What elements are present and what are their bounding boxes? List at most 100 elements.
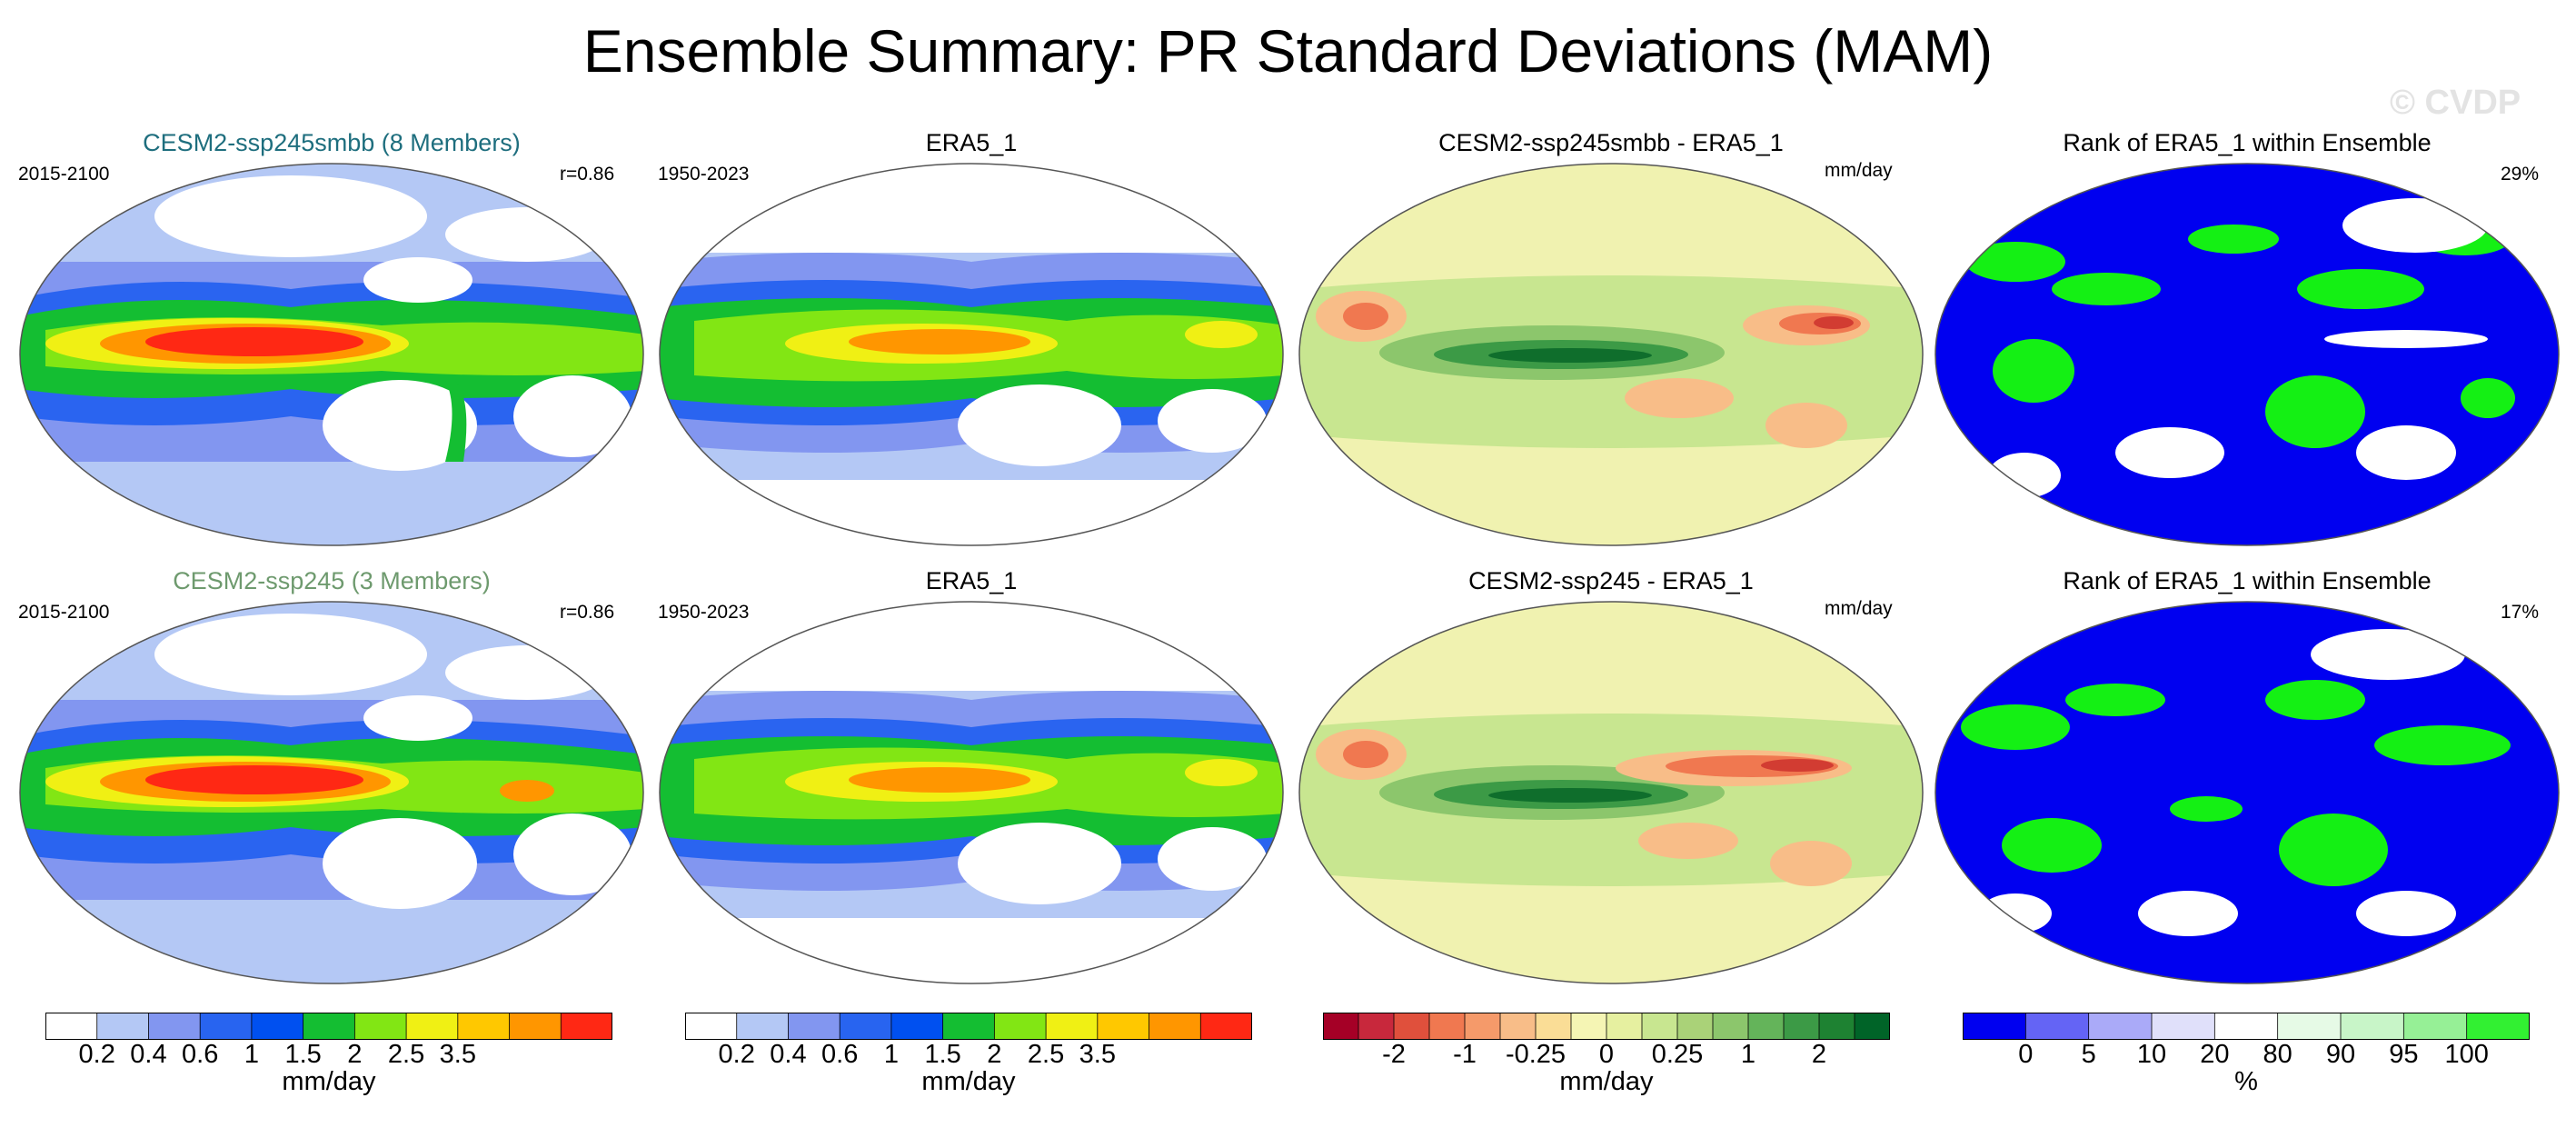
colorbar-swatch [561,1013,612,1040]
colorbar-tick-label: 1 [883,1040,899,1069]
colorbar-tick-label: 1 [244,1040,259,1069]
colorbar-swatch [1323,1013,1359,1040]
pr-colorbar-units: mm/day [282,1067,376,1096]
colorbar-swatch [200,1013,253,1040]
colorbar-swatch [2025,1013,2090,1040]
colorbar-tick-label: -2 [1382,1040,1406,1069]
colorbar-tick-label: 20 [2200,1040,2230,1069]
colorbar-swatch [1046,1013,1099,1040]
colorbar-swatch [1642,1013,1678,1040]
diff-panel-title: CESM2-ssp245smbb - ERA5_1 [1438,129,1784,156]
rank-colorbar-swatches [1963,1013,2530,1040]
colorbar-swatch [406,1013,459,1040]
colorbar-swatch [736,1013,789,1040]
model-panel-title: CESM2-ssp245smbb (8 Members) [143,129,521,156]
colorbar-tick-label: 0.6 [182,1040,219,1069]
rank-panel-title: Rank of ERA5_1 within Ensemble [2063,129,2432,156]
colorbar-swatch [788,1013,840,1040]
obs-period: 1950-2023 [658,164,750,185]
colorbar-swatch [148,1013,201,1040]
colorbar-swatch [1819,1013,1855,1040]
colorbar-tick-label: 2 [987,1040,1002,1069]
rank-percent: 17% [2501,602,2540,623]
colorbar-swatch [1358,1013,1395,1040]
obs-pr-map [659,601,1284,984]
colorbar-swatch [2277,1013,2342,1040]
diff-units: mm/day [1825,160,1893,181]
colorbar-tick-label: 0.2 [718,1040,755,1069]
colorbar-swatch [840,1013,892,1040]
model-pr-map [19,163,644,546]
colorbar-tick-label: 0.2 [78,1040,115,1069]
colorbar-tick-label: 2 [1811,1040,1827,1069]
rank-colorbar-units: % [2234,1067,2258,1096]
colorbar-swatch [2088,1013,2153,1040]
rank-percent: 29% [2501,164,2540,185]
obs-period: 1950-2023 [658,602,750,623]
colorbar-swatch [1571,1013,1607,1040]
model-period: 2015-2100 [18,164,110,185]
colorbar-swatch [1429,1013,1466,1040]
colorbar-tick-label: 90 [2325,1040,2356,1069]
colorbar-swatch [685,1013,738,1040]
model-correlation: r=0.86 [560,164,615,185]
main-title: Ensemble Summary: PR Standard Deviations… [582,17,1994,85]
rank-map [1934,163,2560,546]
colorbar-swatch [942,1013,995,1040]
colorbar-swatch [251,1013,304,1040]
rank-map [1934,601,2560,984]
model-correlation: r=0.86 [560,602,615,623]
model-pr-map [19,601,644,984]
watermark: © CVDP [2390,84,2521,122]
colorbar-tick-label: 3.5 [1079,1040,1116,1069]
diff-units: mm/day [1825,598,1893,619]
colorbar-tick-label: 2 [347,1040,363,1069]
colorbar-swatch [1465,1013,1501,1040]
colorbar-swatch [354,1013,407,1040]
colorbar-swatch [1677,1013,1714,1040]
colorbar-swatch [2466,1013,2530,1040]
colorbar-swatch [1394,1013,1430,1040]
colorbar-swatch [1536,1013,1572,1040]
rank-colorbar: 0 5 10 20 80 90 95 100 % [1963,1013,2530,1113]
colorbar-swatch [509,1013,562,1040]
colorbar-swatch [457,1013,511,1040]
diff-panel-title: CESM2-ssp245 - ERA5_1 [1468,567,1754,594]
colorbar-tick-label: -0.25 [1505,1040,1566,1069]
model-period: 2015-2100 [18,602,110,623]
colorbar-border [45,1013,612,1040]
colorbar-swatch [1097,1013,1150,1040]
colorbar-swatch [2403,1013,2468,1040]
colorbar-swatch [45,1013,98,1040]
colorbar-swatch [1784,1013,1820,1040]
model-panel-title: CESM2-ssp245 (3 Members) [173,567,491,594]
colorbar-swatch [1149,1013,1201,1040]
colorbar-swatch [1963,1013,2026,1040]
diff-colorbar-units: mm/day [1559,1067,1654,1096]
colorbar-tick-label: 0.25 [1651,1040,1704,1069]
colorbar-tick-label: 0.6 [821,1040,859,1069]
colorbar-tick-label: 95 [2389,1040,2419,1069]
diff-colorbar: -2 -1 -0.25 0 0.25 1 2 mm/day [1323,1013,1890,1113]
colorbar-swatch [303,1013,355,1040]
colorbar-swatch [1200,1013,1252,1040]
colorbar-tick-label: 10 [2136,1040,2167,1069]
colorbar-tick-label: 5 [2081,1040,2096,1069]
colorbar-swatch [1713,1013,1749,1040]
colorbar-tick-label: 1 [1740,1040,1756,1069]
colorbar-swatch [2152,1013,2215,1040]
diff-colorbar-swatches [1323,1013,1890,1040]
pr-colorbar: 0.2 0.4 0.6 1 1.5 2 2.5 3.5 mm/day [45,1013,612,1113]
colorbar-border [685,1013,1252,1040]
obs-panel-title: ERA5_1 [925,567,1018,594]
colorbar-swatch [1606,1013,1643,1040]
colorbar-swatch [2214,1013,2279,1040]
colorbar-tick-label: 0 [2018,1040,2034,1069]
diff-pr-map [1298,163,1924,546]
pr-colorbar-obs-units: mm/day [921,1067,1016,1096]
pr-colorbar-swatches [45,1013,612,1040]
colorbar-swatch [994,1013,1047,1040]
pr-colorbar-obs: 0.2 0.4 0.6 1 1.5 2 2.5 3.5 mm/day [685,1013,1252,1113]
colorbar-tick-label: 2.5 [1027,1040,1065,1069]
colorbar-swatch [96,1013,149,1040]
